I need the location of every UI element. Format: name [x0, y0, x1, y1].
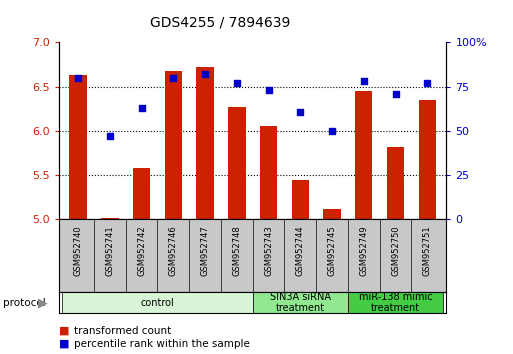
Text: SIN3A siRNA
treatment: SIN3A siRNA treatment [270, 292, 331, 314]
Text: transformed count: transformed count [74, 326, 172, 336]
Point [360, 79, 368, 84]
Bar [419, 100, 436, 219]
Bar [69, 75, 87, 219]
Text: GSM952741: GSM952741 [105, 225, 114, 276]
Bar [196, 67, 214, 219]
Bar [323, 209, 341, 219]
Text: GSM952740: GSM952740 [73, 225, 83, 276]
Text: ▶: ▶ [38, 296, 47, 309]
Bar [348, 292, 443, 313]
Text: GSM952742: GSM952742 [137, 225, 146, 276]
Point [137, 105, 146, 111]
Text: GSM952745: GSM952745 [327, 225, 337, 276]
Bar [228, 107, 246, 219]
Text: percentile rank within the sample: percentile rank within the sample [74, 339, 250, 349]
Text: GSM952747: GSM952747 [201, 225, 209, 276]
Point [423, 80, 431, 86]
Bar [387, 147, 404, 219]
Text: miR-138 mimic
treatment: miR-138 mimic treatment [359, 292, 432, 314]
Bar [260, 126, 277, 219]
Point [233, 80, 241, 86]
Point [391, 91, 400, 97]
Bar [253, 292, 348, 313]
Text: GSM952744: GSM952744 [296, 225, 305, 276]
Bar [291, 179, 309, 219]
Text: protocol: protocol [3, 298, 45, 308]
Text: control: control [141, 298, 174, 308]
Bar [62, 292, 253, 313]
Text: GSM952746: GSM952746 [169, 225, 178, 276]
Point [328, 128, 336, 134]
Text: GDS4255 / 7894639: GDS4255 / 7894639 [150, 16, 291, 30]
Bar [165, 71, 182, 219]
Text: ■: ■ [59, 326, 69, 336]
Text: GSM952751: GSM952751 [423, 225, 432, 276]
Point [201, 72, 209, 77]
Text: ■: ■ [59, 339, 69, 349]
Bar [355, 91, 372, 219]
Point [169, 75, 177, 81]
Bar [101, 218, 119, 219]
Text: GSM952750: GSM952750 [391, 225, 400, 276]
Point [296, 109, 304, 114]
Point [74, 75, 82, 81]
Bar [133, 168, 150, 219]
Text: GSM952743: GSM952743 [264, 225, 273, 276]
Text: GSM952748: GSM952748 [232, 225, 241, 276]
Text: GSM952749: GSM952749 [359, 225, 368, 276]
Point [264, 87, 272, 93]
Point [106, 133, 114, 139]
